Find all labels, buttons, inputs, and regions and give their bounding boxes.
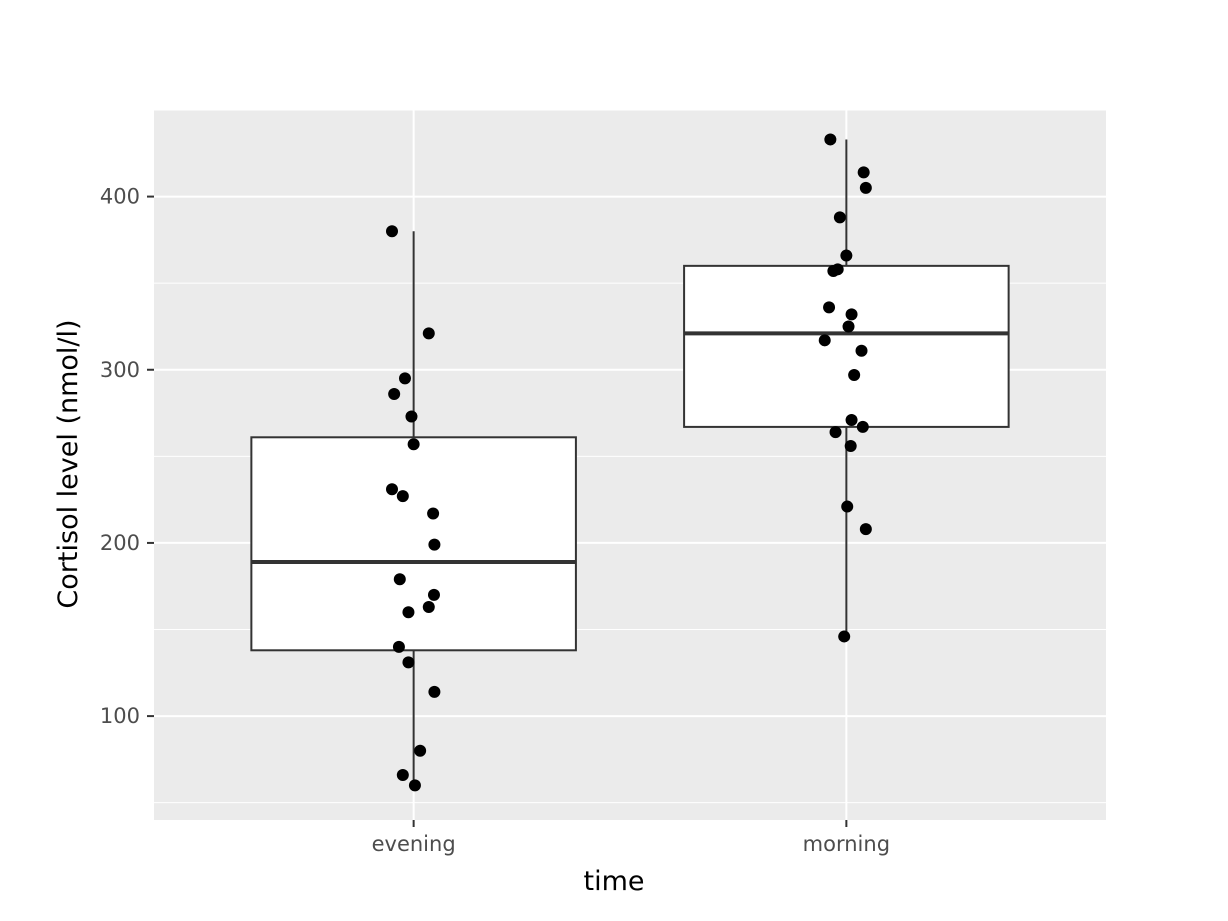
data-point [422, 601, 435, 613]
data-point [386, 225, 398, 238]
x-axis: evening morning [372, 820, 890, 856]
data-point [396, 768, 409, 781]
data-point [855, 344, 868, 357]
y-tick-label: 300 [100, 358, 140, 382]
data-point [838, 630, 851, 643]
data-point [405, 410, 418, 423]
data-point [842, 320, 855, 333]
data-point [859, 181, 872, 194]
data-point [823, 301, 836, 314]
data-point [402, 656, 415, 669]
data-point [392, 640, 405, 653]
data-point [414, 744, 427, 757]
data-point [427, 507, 440, 520]
data-point [856, 420, 869, 433]
data-point [407, 438, 420, 451]
y-tick-label: 200 [100, 531, 140, 555]
data-point [845, 413, 858, 426]
data-point [840, 249, 853, 262]
x-tick-label: evening [372, 832, 456, 856]
data-point [824, 133, 837, 146]
x-tick-label: morning [803, 832, 890, 856]
x-axis-title: time [583, 866, 644, 897]
data-point [393, 573, 406, 586]
data-point [818, 334, 831, 347]
data-point [428, 685, 441, 698]
box-morning [683, 264, 1010, 428]
data-point [386, 483, 398, 496]
data-point [402, 606, 415, 619]
data-point [388, 388, 401, 400]
data-point [859, 523, 872, 536]
y-axis-title: Cortisol level (nmol/l) [53, 319, 84, 608]
y-tick-label: 400 [100, 185, 140, 209]
y-tick-label: 100 [100, 704, 140, 728]
data-point [408, 779, 421, 792]
data-points [386, 133, 872, 792]
box-evening [250, 436, 577, 652]
data-point [848, 368, 861, 381]
data-point [827, 265, 840, 278]
y-axis: 100 200 300 400 [100, 185, 154, 728]
data-point [844, 439, 857, 452]
data-point [841, 500, 854, 513]
data-point [857, 166, 870, 179]
data-point [829, 426, 842, 439]
data-point [845, 308, 858, 321]
data-point [427, 588, 440, 601]
data-point [396, 490, 409, 503]
data-point [422, 327, 435, 340]
data-point [428, 538, 441, 551]
boxes [250, 139, 1010, 786]
data-point [833, 211, 846, 224]
data-point [398, 372, 411, 385]
